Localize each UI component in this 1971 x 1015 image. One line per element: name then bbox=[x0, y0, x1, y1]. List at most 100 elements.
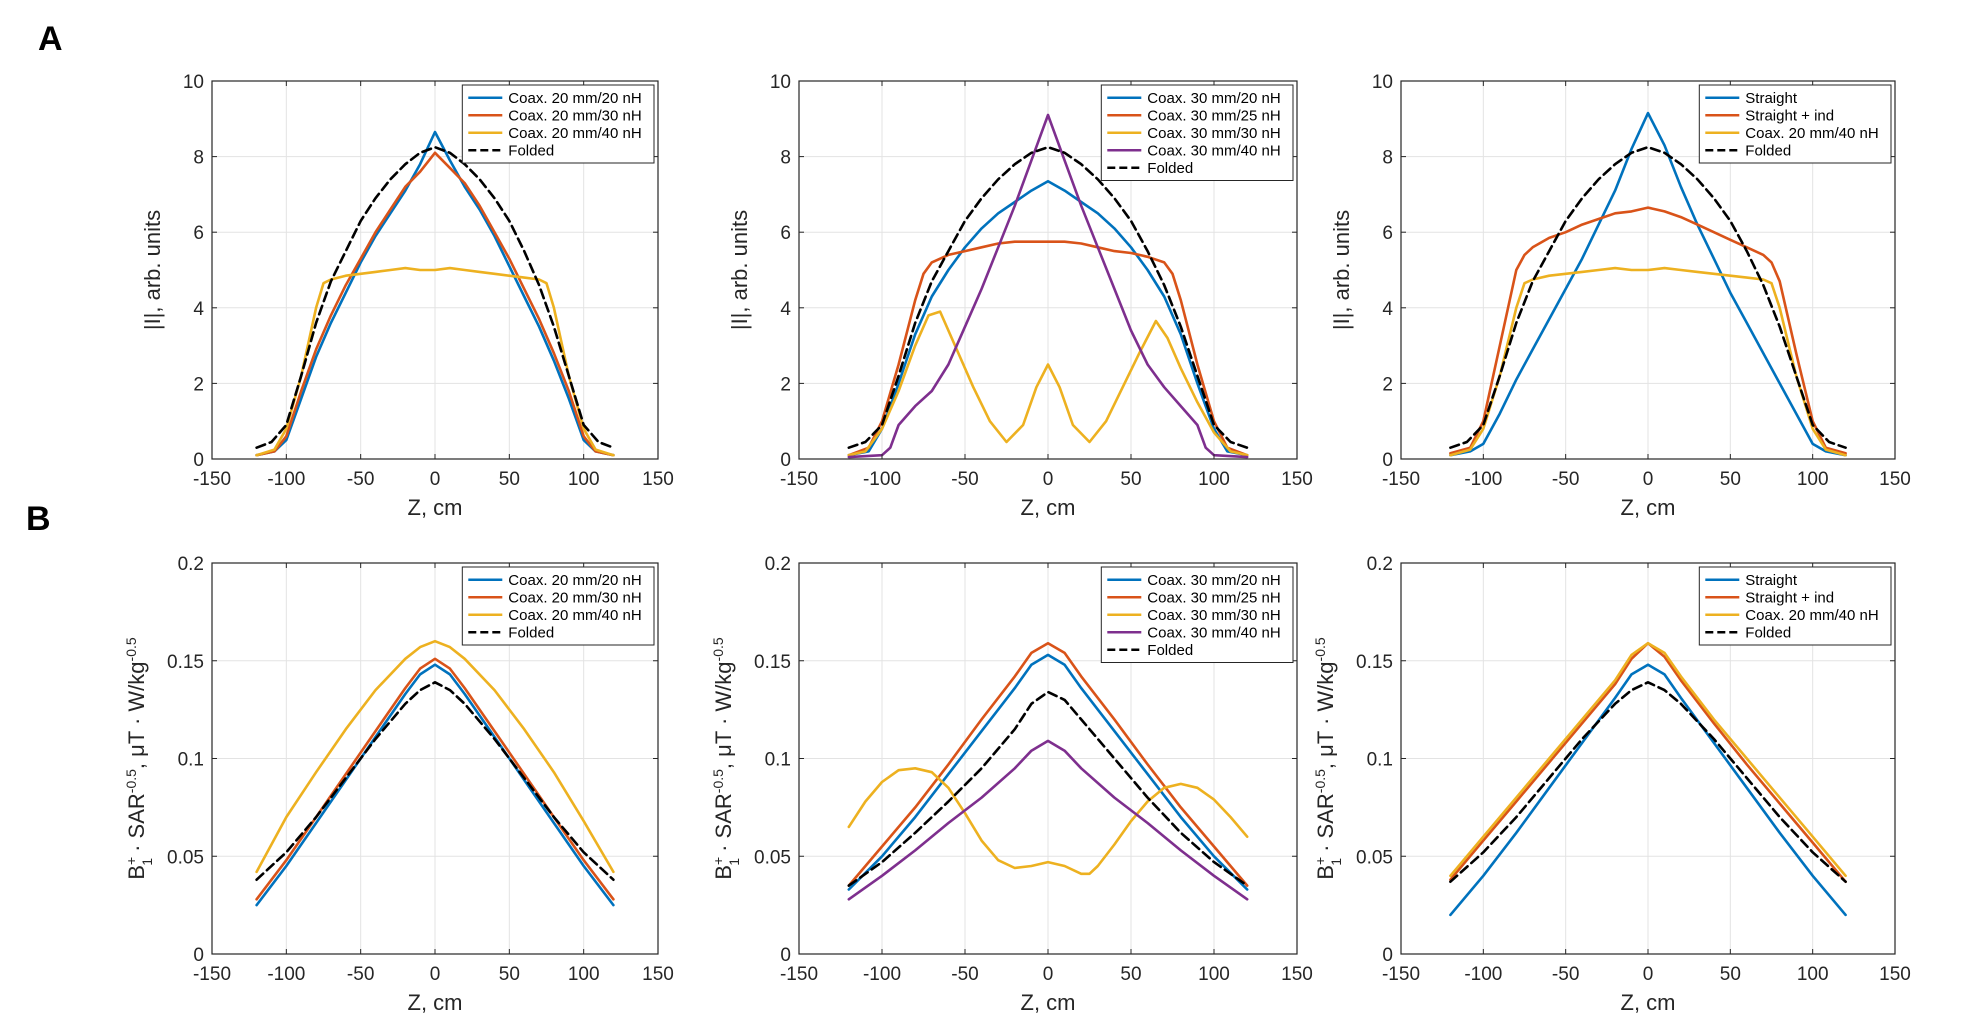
chart-a3-series-0-line bbox=[1449, 111, 1847, 457]
x-tick-label: -50 bbox=[1552, 469, 1579, 490]
y-tick-label: 0.2 bbox=[178, 554, 204, 575]
x-tick-label: 100 bbox=[1198, 964, 1230, 985]
chart-b3-x-axis-label: Z, cm bbox=[1621, 990, 1676, 1015]
chart-a1-y-axis-label: |I|, arb. units bbox=[140, 210, 165, 330]
chart-a3-legend-entry: Straight bbox=[1745, 90, 1798, 107]
y-tick-label: 0.2 bbox=[765, 554, 791, 575]
x-tick-label: 50 bbox=[499, 964, 520, 985]
chart-b1-y-axis-label: B+1 · SAR-0.5, μT · W/kg-0.5 bbox=[123, 637, 155, 880]
chart-a2-y-axis-label: |I|, arb. units bbox=[727, 210, 752, 330]
chart-a3: -150 -100 -50 0 50 100 150 0 2 4 6 8 10 Z, cm |I|, arb… bbox=[1329, 72, 1911, 520]
y-tick-label: 10 bbox=[1372, 72, 1393, 93]
chart-a1-legend-entry: Coax. 20 mm/30 nH bbox=[508, 107, 641, 124]
chart-b3-y-axis-label: B+1 · SAR-0.5, μT · W/kg-0.5 bbox=[1312, 637, 1344, 880]
y-tick-label: 8 bbox=[193, 148, 204, 169]
chart-b3-legend-entry: Straight bbox=[1745, 572, 1798, 589]
y-tick-label: 0.1 bbox=[765, 750, 791, 771]
chart-b3: -150 -100 -50 0 50 100 150 0 0.05 0.1 0.15 0.2 Z, cm… bbox=[1312, 554, 1911, 1015]
chart-a1-legend-entry: Folded bbox=[508, 142, 554, 159]
x-tick-label: -150 bbox=[193, 469, 231, 490]
y-tick-label: 2 bbox=[1382, 374, 1393, 395]
x-tick-label: 100 bbox=[1797, 964, 1829, 985]
y-tick-label: 10 bbox=[183, 72, 204, 93]
y-tick-label: 0.05 bbox=[1356, 847, 1393, 868]
x-tick-label: -100 bbox=[267, 469, 305, 490]
chart-a1: -150 -100 -50 0 50 100 150 0 2 4 6 8 10 Z, cm |I|, arb… bbox=[140, 72, 674, 520]
y-tick-label: 0 bbox=[1382, 450, 1393, 471]
x-tick-label: -100 bbox=[863, 964, 901, 985]
x-tick-label: -150 bbox=[1382, 964, 1420, 985]
x-tick-label: -150 bbox=[193, 964, 231, 985]
chart-a3-legend-entry: Straight + ind bbox=[1745, 107, 1834, 124]
x-tick-label: -150 bbox=[1382, 469, 1420, 490]
y-tick-label: 0.15 bbox=[754, 652, 791, 673]
chart-b3-legend-entry: Folded bbox=[1745, 624, 1791, 641]
x-tick-label: 150 bbox=[1281, 964, 1313, 985]
y-tick-label: 0.15 bbox=[167, 652, 204, 673]
x-tick-label: -150 bbox=[780, 964, 818, 985]
y-tick-label: 0 bbox=[193, 945, 204, 966]
chart-b3-legend-entry: Straight + ind bbox=[1745, 589, 1834, 606]
x-tick-label: 0 bbox=[430, 469, 441, 490]
y-tick-label: 0 bbox=[1382, 945, 1393, 966]
panel-label-a: A bbox=[38, 20, 63, 58]
y-tick-label: 4 bbox=[193, 299, 204, 320]
chart-a2-series-0-line bbox=[847, 179, 1249, 457]
y-tick-label: 0.1 bbox=[178, 750, 204, 771]
x-tick-label: 150 bbox=[1879, 964, 1911, 985]
chart-b3-series-3-line bbox=[1449, 680, 1847, 884]
chart-a2-series-1-line bbox=[847, 240, 1249, 457]
chart-b2: -150 -100 -50 0 50 100 150 0 0.05 0.1 0.15 0.2 Z, cm… bbox=[710, 554, 1313, 1015]
chart-a2-series-3-line bbox=[847, 113, 1249, 459]
x-tick-label: 150 bbox=[642, 964, 674, 985]
x-tick-label: 0 bbox=[1043, 964, 1054, 985]
chart-a1-series-1-line bbox=[255, 151, 615, 457]
chart-a3-x-axis-label: Z, cm bbox=[1621, 495, 1676, 520]
chart-b1-legend-entry: Folded bbox=[508, 624, 554, 641]
x-tick-label: 50 bbox=[499, 469, 520, 490]
y-tick-label: 6 bbox=[780, 223, 791, 244]
chart-a1-series-0-line bbox=[255, 130, 615, 457]
chart-b1-x-axis-label: Z, cm bbox=[408, 990, 463, 1015]
chart-b1-legend-entry: Coax. 20 mm/30 nH bbox=[508, 589, 641, 606]
chart-b2-y-axis-label: B+1 · SAR-0.5, μT · W/kg-0.5 bbox=[710, 637, 742, 880]
x-tick-label: 0 bbox=[1643, 469, 1654, 490]
chart-b1: -150 -100 -50 0 50 100 150 0 0.05 0.1 0.15 0.2 Z, cm… bbox=[123, 554, 674, 1015]
x-tick-label: 0 bbox=[430, 964, 441, 985]
y-tick-label: 2 bbox=[193, 374, 204, 395]
y-tick-label: 0.1 bbox=[1367, 750, 1393, 771]
chart-b3-legend-entry: Coax. 20 mm/40 nH bbox=[1745, 607, 1878, 624]
y-tick-label: 0.2 bbox=[1367, 554, 1393, 575]
y-tick-label: 4 bbox=[1382, 299, 1393, 320]
chart-b2-series-2-line bbox=[847, 766, 1249, 876]
chart-b3-series-2-line bbox=[1449, 641, 1847, 878]
x-tick-label: -100 bbox=[863, 469, 901, 490]
x-tick-label: 100 bbox=[568, 964, 600, 985]
chart-a2-legend-entry: Coax. 30 mm/40 nH bbox=[1147, 142, 1280, 159]
chart-a2-x-axis-label: Z, cm bbox=[1021, 495, 1076, 520]
chart-b1-series-0-line bbox=[255, 663, 615, 907]
y-tick-label: 6 bbox=[193, 223, 204, 244]
chart-b2-legend-entry: Coax. 30 mm/40 nH bbox=[1147, 624, 1280, 641]
x-tick-label: 0 bbox=[1043, 469, 1054, 490]
chart-b1-legend-entry: Coax. 20 mm/20 nH bbox=[508, 572, 641, 589]
y-tick-label: 0.05 bbox=[167, 847, 204, 868]
x-tick-label: -50 bbox=[951, 469, 978, 490]
chart-b1-series-2-line bbox=[255, 639, 615, 874]
chart-a3-series-2-line bbox=[1449, 266, 1847, 457]
chart-a1-legend-entry: Coax. 20 mm/40 nH bbox=[508, 125, 641, 142]
y-tick-label: 0.05 bbox=[754, 847, 791, 868]
chart-a1-legend-entry: Coax. 20 mm/20 nH bbox=[508, 90, 641, 107]
chart-b2-series-3-line bbox=[847, 739, 1249, 901]
chart-b1-legend-entry: Coax. 20 mm/40 nH bbox=[508, 607, 641, 624]
chart-b2-series-0-line bbox=[847, 653, 1249, 891]
x-tick-label: -100 bbox=[267, 964, 305, 985]
chart-a2: -150 -100 -50 0 50 100 150 0 2 4 6 8 10 Z, cm |I|, arb… bbox=[727, 72, 1313, 520]
chart-a2-legend-entry: Coax. 30 mm/25 nH bbox=[1147, 107, 1280, 124]
x-tick-label: -100 bbox=[1464, 964, 1502, 985]
chart-a2-legend-entry: Folded bbox=[1147, 160, 1193, 177]
chart-a3-series-1-line bbox=[1449, 206, 1847, 455]
x-tick-label: -50 bbox=[1552, 964, 1579, 985]
